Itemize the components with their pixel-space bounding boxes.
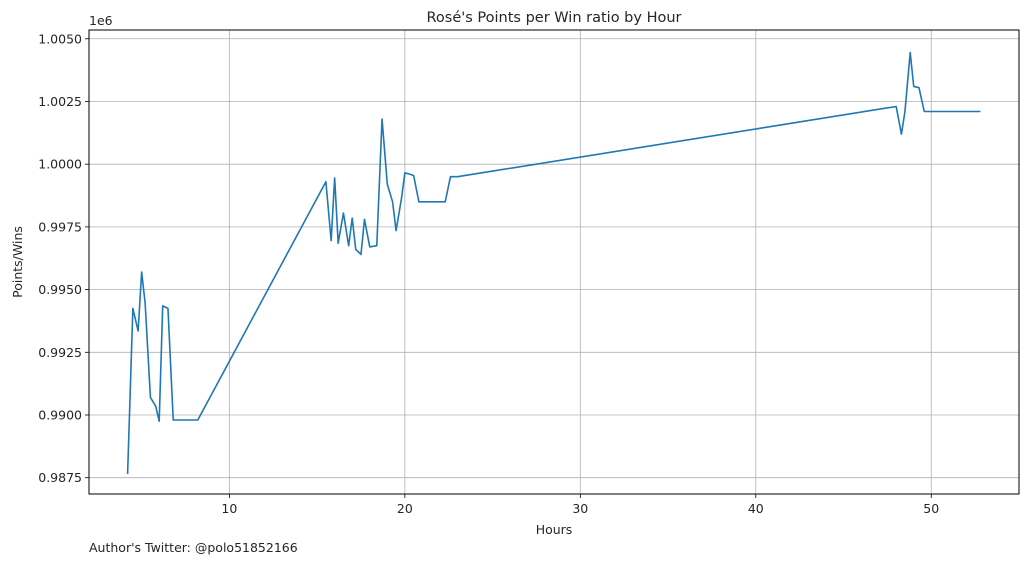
x-tick-label: 40 bbox=[748, 501, 764, 516]
y-axis-offset-text: 1e6 bbox=[89, 13, 113, 28]
x-tick-label: 20 bbox=[397, 501, 413, 516]
x-tick-label: 30 bbox=[572, 501, 588, 516]
grid-lines bbox=[89, 30, 1019, 494]
y-tick-label: 1.0000 bbox=[38, 157, 82, 172]
series-line-0 bbox=[126, 51, 981, 474]
y-tick-label: 1.0050 bbox=[38, 31, 82, 46]
x-tick-label: 10 bbox=[221, 501, 237, 516]
y-axis-label: Points/Wins bbox=[10, 226, 25, 298]
y-tick-label: 0.9950 bbox=[38, 282, 82, 297]
plot-frame bbox=[88, 29, 1020, 495]
chart-title: Rosé's Points per Win ratio by Hour bbox=[427, 10, 682, 26]
author-credit: Author's Twitter: @polo51852166 bbox=[89, 540, 298, 555]
y-tick-label: 0.9875 bbox=[38, 470, 82, 485]
y-axis-ticks: 0.9875 0.9900 0.9925 0.9950 0.9975 1.0000 1.00… bbox=[38, 31, 89, 485]
x-axis-label: Hours bbox=[536, 522, 573, 537]
x-axis-ticks: 10 20 30 40 50 bbox=[221, 494, 939, 516]
x-tick-label: 50 bbox=[923, 501, 939, 516]
y-tick-label: 1.0025 bbox=[38, 94, 82, 109]
series-layer bbox=[126, 51, 981, 474]
y-tick-label: 0.9900 bbox=[38, 407, 82, 422]
y-tick-label: 0.9975 bbox=[38, 219, 82, 234]
y-tick-label: 0.9925 bbox=[38, 345, 82, 360]
